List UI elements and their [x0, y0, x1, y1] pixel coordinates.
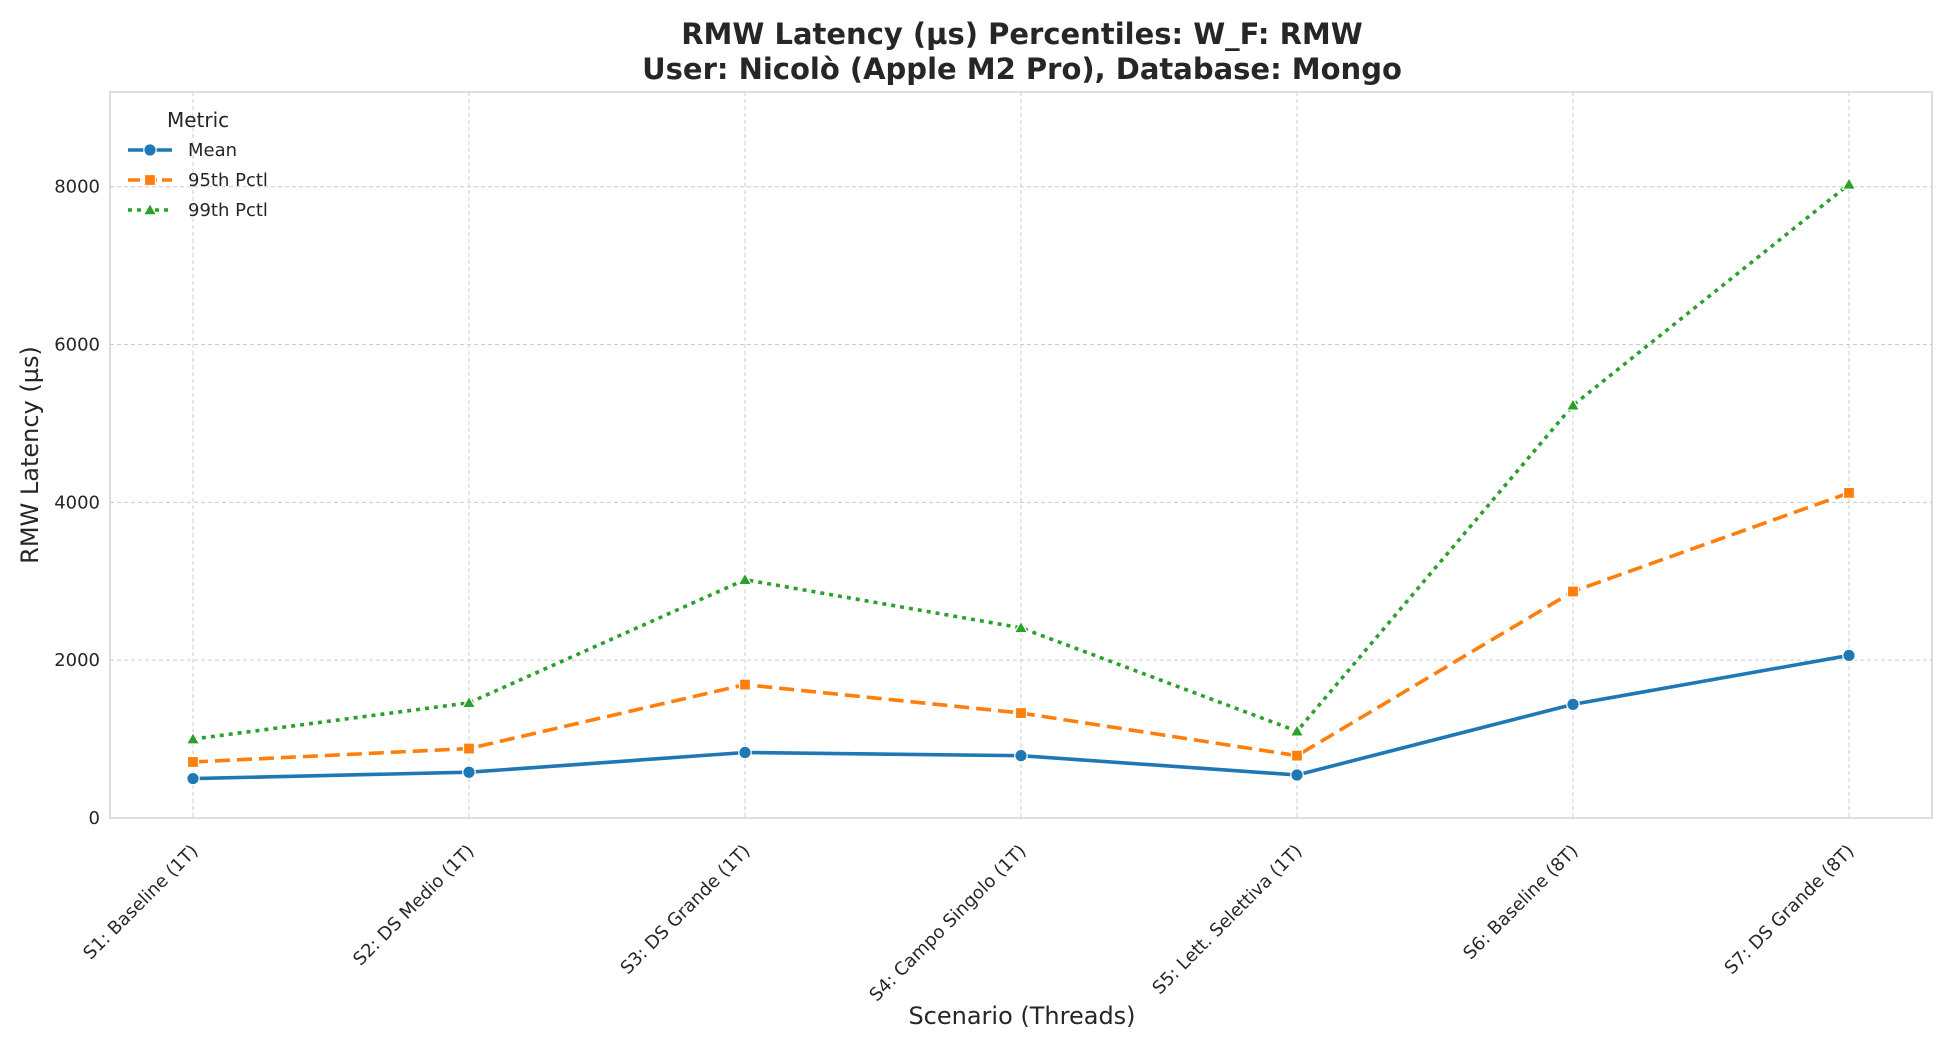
data-point [738, 678, 752, 691]
series-95th-pctl [186, 486, 1856, 769]
data-point [1014, 706, 1028, 720]
y-axis-label: RMW Latency (µs) [16, 346, 44, 564]
x-axis-label: Scenario (Threads) [908, 1002, 1135, 1030]
data-point [1290, 749, 1304, 762]
series-99th-pctl [185, 176, 1857, 745]
series-layer [185, 176, 1857, 786]
y-tick-label: 0 [89, 808, 100, 829]
data-point [462, 742, 476, 755]
legend-marker [143, 143, 157, 157]
data-point [737, 571, 753, 586]
data-point [462, 765, 476, 780]
legend: Metric Mean 95th Pctl 99th Pctl [128, 108, 268, 221]
legend-entry: Mean [128, 140, 237, 161]
legend-entry: 99th Pctl [128, 200, 268, 221]
legend-label: Mean [188, 140, 237, 161]
data-point [738, 745, 752, 760]
data-point [1566, 697, 1580, 712]
legend-marker [143, 173, 157, 187]
y-tick-label: 6000 [54, 335, 100, 356]
data-point [186, 771, 200, 786]
data-point [185, 731, 201, 745]
y-axis-ticks: 0 2000 4000 6000 8000 [54, 177, 100, 829]
data-point [1014, 748, 1028, 763]
data-point [186, 755, 200, 769]
legend-label: 95th Pctl [188, 170, 268, 191]
chart-subtitle: User: Nicolò (Apple M2 Pro), Database: M… [642, 52, 1402, 86]
data-point [1565, 397, 1581, 411]
legend-title: Metric [167, 108, 229, 132]
y-tick-label: 4000 [54, 492, 100, 513]
data-point [1013, 620, 1029, 634]
data-point [1842, 648, 1856, 663]
series-mean [186, 648, 1856, 786]
data-point [461, 695, 477, 709]
data-point [1842, 486, 1856, 499]
data-point [1289, 723, 1305, 737]
data-point [1841, 176, 1857, 190]
y-tick-label: 2000 [54, 650, 100, 671]
data-point [1290, 768, 1304, 782]
legend-entry: 95th Pctl [128, 170, 268, 191]
data-point [1566, 585, 1580, 598]
chart-title: RMW Latency (µs) Percentiles: W_F: RMW [681, 17, 1363, 51]
legend-marker [142, 202, 158, 216]
legend-label: 99th Pctl [188, 200, 268, 221]
y-tick-label: 8000 [54, 177, 100, 198]
plot-frame [109, 91, 1933, 819]
